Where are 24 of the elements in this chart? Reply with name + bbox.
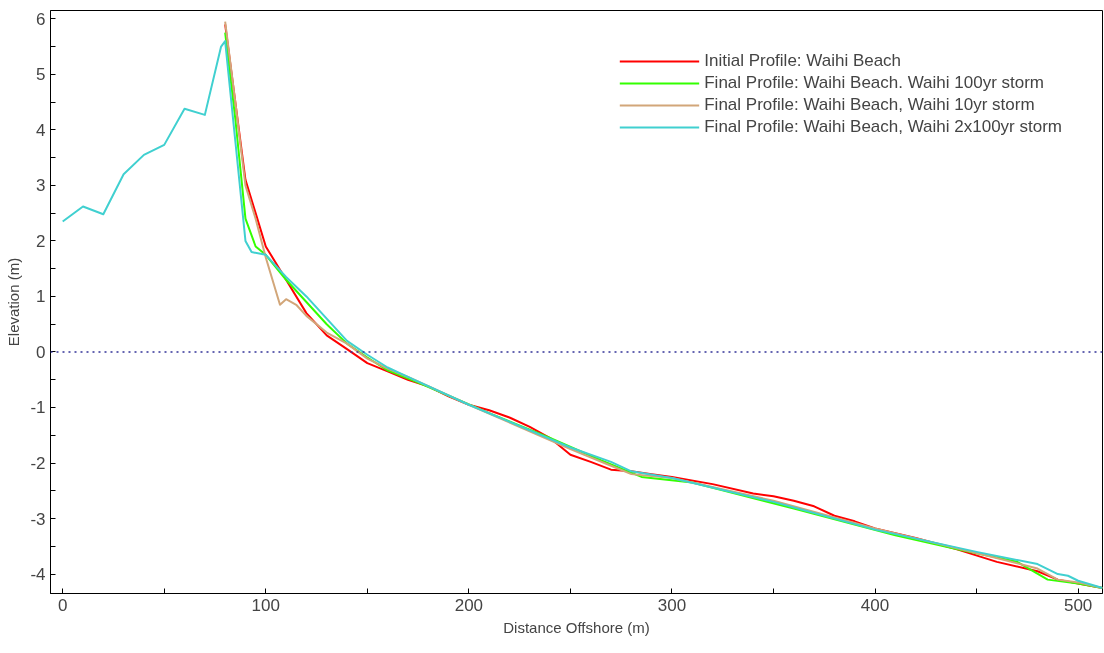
y-tick-label: 0 [36,342,46,362]
x-tick-label: 300 [657,595,687,615]
legend-label: Final Profile: Waihi Beach. Waihi 100yr storm [704,72,1045,94]
x-tick-label: 200 [454,595,484,615]
y-tick-label: -3 [30,509,46,529]
y-axis-title: Elevation (m) [5,257,23,347]
legend-label: Final Profile: Waihi Beach, Waihi 10yr storm [704,94,1035,116]
x-tick-label: 100 [251,595,280,615]
y-tick-label: 2 [36,231,46,251]
y-tick-label: -1 [30,398,46,418]
x-tick-label: 400 [860,595,890,615]
legend-label: Final Profile: Waihi Beach, Waihi 2x100yr storm [704,116,1062,138]
y-tick-label: 6 [36,9,46,29]
y-tick-label: -4 [30,565,46,585]
y-tick-label: 1 [36,287,46,307]
x-tick-label: 500 [1063,595,1093,615]
x-axis-title: Distance Offshore (m) [503,618,650,636]
x-tick-label: 0 [57,595,68,615]
legend-label: Initial Profile: Waihi Beach [704,50,902,72]
line-series [61,40,1103,589]
y-tick-label: 3 [36,176,46,196]
y-tick-label: 4 [36,120,46,140]
y-tick-label: 5 [36,65,46,85]
y-tick-label: -2 [30,454,46,474]
